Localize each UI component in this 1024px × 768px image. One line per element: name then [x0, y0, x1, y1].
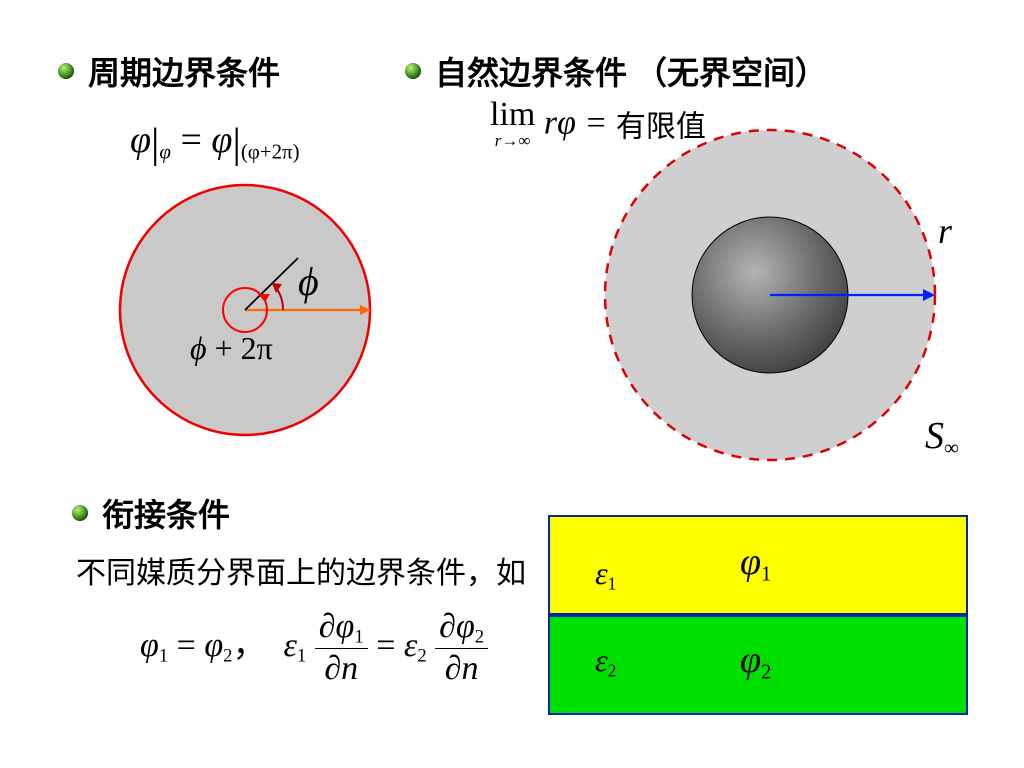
bullet-icon — [72, 505, 88, 521]
formula-junction: φ1 = φ2， ε1 ∂φ1∂n = ε2 ∂φ2∂n — [140, 608, 488, 688]
phi1-label: φ1 — [740, 540, 771, 586]
phi2-label: φ2 — [740, 638, 771, 684]
natural-circle-diagram — [0, 0, 1024, 500]
S-inf-label: S∞ — [925, 414, 959, 460]
eps1-label: ε1 — [595, 555, 616, 594]
r-label: r — [938, 210, 952, 252]
eps2-label: ε2 — [595, 642, 616, 681]
slide-page: 周期边界条件 φ|φ = φ|(φ+2π) ϕ ϕ + 2π 自然边界条件 （无… — [0, 0, 1024, 768]
junction-subtitle: 不同媒质分界面上的边界条件，如 — [76, 548, 526, 592]
heading-junction: 衔接条件 — [102, 490, 230, 536]
